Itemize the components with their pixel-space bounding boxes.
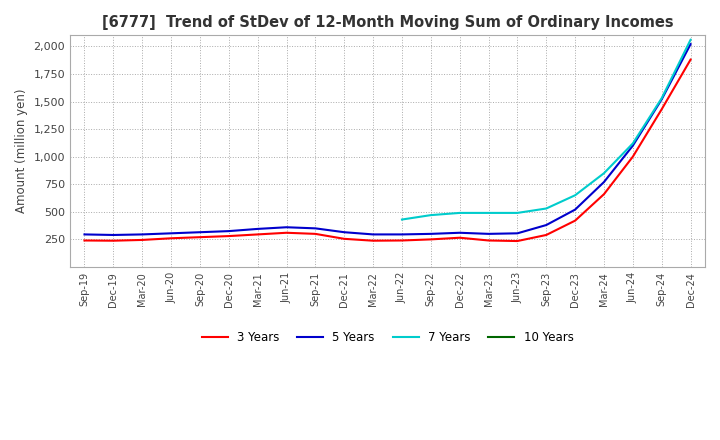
5 Years bbox=[225, 228, 233, 234]
Y-axis label: Amount (million yen): Amount (million yen) bbox=[15, 89, 28, 213]
3 Years bbox=[513, 238, 522, 244]
7 Years bbox=[657, 95, 666, 101]
5 Years bbox=[629, 143, 637, 148]
3 Years bbox=[282, 230, 291, 235]
5 Years bbox=[340, 230, 348, 235]
7 Years bbox=[513, 210, 522, 216]
5 Years bbox=[542, 222, 551, 227]
5 Years bbox=[196, 230, 204, 235]
3 Years bbox=[253, 232, 262, 237]
5 Years bbox=[397, 232, 406, 237]
5 Years bbox=[455, 230, 464, 235]
Line: 7 Years: 7 Years bbox=[402, 40, 690, 220]
5 Years bbox=[571, 207, 580, 212]
3 Years bbox=[686, 57, 695, 62]
3 Years bbox=[138, 237, 146, 242]
3 Years bbox=[225, 234, 233, 239]
5 Years bbox=[109, 232, 117, 238]
7 Years bbox=[629, 141, 637, 146]
3 Years bbox=[485, 238, 493, 243]
3 Years bbox=[571, 218, 580, 223]
Title: [6777]  Trend of StDev of 12-Month Moving Sum of Ordinary Incomes: [6777] Trend of StDev of 12-Month Moving… bbox=[102, 15, 673, 30]
5 Years bbox=[311, 226, 320, 231]
5 Years bbox=[426, 231, 435, 237]
Line: 5 Years: 5 Years bbox=[84, 44, 690, 235]
7 Years bbox=[542, 206, 551, 211]
5 Years bbox=[138, 232, 146, 237]
5 Years bbox=[513, 231, 522, 236]
Legend: 3 Years, 5 Years, 7 Years, 10 Years: 3 Years, 5 Years, 7 Years, 10 Years bbox=[197, 326, 578, 349]
5 Years bbox=[485, 231, 493, 237]
5 Years bbox=[167, 231, 176, 236]
3 Years bbox=[657, 106, 666, 112]
3 Years bbox=[196, 235, 204, 240]
7 Years bbox=[686, 37, 695, 42]
3 Years bbox=[542, 232, 551, 238]
3 Years bbox=[167, 236, 176, 241]
3 Years bbox=[311, 231, 320, 237]
5 Years bbox=[282, 224, 291, 230]
3 Years bbox=[340, 236, 348, 242]
5 Years bbox=[600, 180, 608, 185]
3 Years bbox=[80, 238, 89, 243]
7 Years bbox=[397, 217, 406, 222]
5 Years bbox=[657, 97, 666, 102]
7 Years bbox=[455, 210, 464, 216]
5 Years bbox=[369, 232, 377, 237]
5 Years bbox=[686, 41, 695, 47]
3 Years bbox=[629, 154, 637, 159]
7 Years bbox=[485, 210, 493, 216]
Line: 3 Years: 3 Years bbox=[84, 59, 690, 241]
3 Years bbox=[109, 238, 117, 243]
3 Years bbox=[369, 238, 377, 243]
3 Years bbox=[455, 235, 464, 240]
7 Years bbox=[571, 193, 580, 198]
3 Years bbox=[426, 237, 435, 242]
5 Years bbox=[80, 232, 89, 237]
5 Years bbox=[253, 226, 262, 231]
7 Years bbox=[426, 213, 435, 218]
7 Years bbox=[600, 171, 608, 176]
3 Years bbox=[600, 191, 608, 197]
3 Years bbox=[397, 238, 406, 243]
